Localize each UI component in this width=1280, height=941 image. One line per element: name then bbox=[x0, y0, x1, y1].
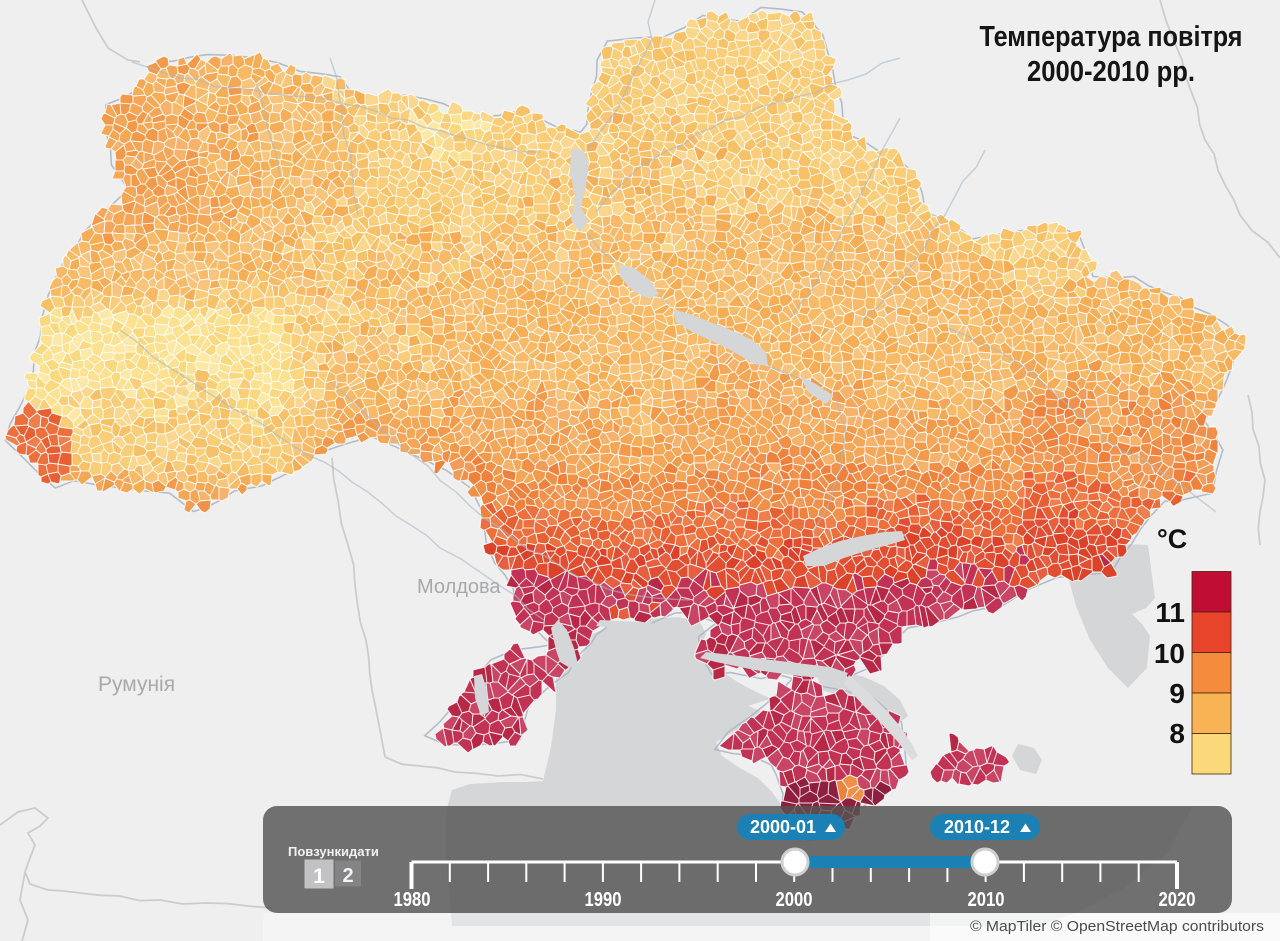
svg-text:Повзункидати: Повзункидати bbox=[288, 844, 379, 859]
svg-text:1980: 1980 bbox=[394, 889, 431, 911]
svg-text:Молдова: Молдова bbox=[417, 576, 501, 598]
svg-text:2000: 2000 bbox=[776, 889, 813, 911]
svg-text:Румунія: Румунія bbox=[98, 673, 175, 696]
svg-text:°C: °C bbox=[1157, 524, 1187, 554]
svg-text:1990: 1990 bbox=[585, 889, 622, 911]
svg-text:11: 11 bbox=[1155, 597, 1185, 628]
svg-text:2010-12: 2010-12 bbox=[944, 817, 1010, 837]
svg-text:Температура повітря: Температура повітря bbox=[980, 21, 1243, 53]
svg-text:10: 10 bbox=[1154, 638, 1185, 669]
svg-text:© MapTiler © OpenStreetMap con: © MapTiler © OpenStreetMap contributors bbox=[970, 918, 1264, 935]
svg-text:2000-01: 2000-01 bbox=[750, 817, 816, 837]
svg-text:2: 2 bbox=[342, 865, 353, 887]
svg-text:2000-2010 рр.: 2000-2010 рр. bbox=[1027, 56, 1195, 88]
svg-text:8: 8 bbox=[1169, 718, 1185, 749]
svg-text:1: 1 bbox=[313, 865, 325, 888]
svg-text:2020: 2020 bbox=[1159, 889, 1196, 911]
svg-text:9: 9 bbox=[1169, 678, 1185, 709]
svg-text:2010: 2010 bbox=[968, 889, 1005, 911]
